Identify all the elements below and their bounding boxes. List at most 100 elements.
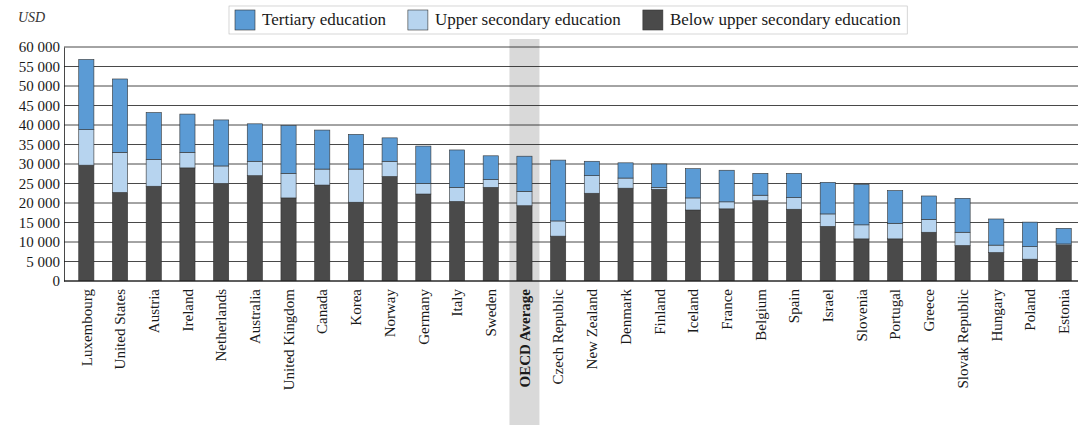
tick: Poland bbox=[1022, 289, 1038, 331]
category-label: Belgium bbox=[753, 289, 769, 341]
bar-segment bbox=[786, 209, 801, 281]
tick: OECD Average bbox=[517, 289, 533, 388]
category-label: Spain bbox=[786, 289, 802, 324]
tick: Italy bbox=[449, 289, 465, 317]
tick-label: 45 000 bbox=[19, 98, 60, 114]
category-label: Iceland bbox=[685, 289, 701, 334]
highlight-band bbox=[509, 39, 539, 425]
bar-segment bbox=[753, 201, 768, 281]
bar-segment bbox=[79, 59, 94, 129]
category-label: United States bbox=[112, 289, 128, 370]
bar-segment bbox=[685, 169, 700, 198]
tick: Slovak Republic bbox=[955, 289, 971, 389]
bar-segment bbox=[888, 239, 903, 281]
category-label: Canada bbox=[314, 289, 330, 334]
category-label: Greece bbox=[921, 289, 937, 332]
bar-segment bbox=[921, 232, 936, 281]
bar-segment bbox=[719, 202, 734, 209]
grid bbox=[64, 47, 1078, 281]
bar-segment bbox=[1056, 228, 1071, 244]
category-label: Korea bbox=[348, 289, 364, 326]
tick-label: 15 000 bbox=[19, 215, 60, 231]
bar-segment bbox=[652, 189, 667, 281]
category-label: Germany bbox=[416, 289, 432, 345]
legend-label: Upper secondary education bbox=[435, 10, 621, 29]
bar-segment bbox=[854, 239, 869, 281]
y-axis: 05 00010 00015 00020 00025 00030 00035 0… bbox=[19, 39, 65, 289]
tick: 40 000 bbox=[19, 117, 64, 133]
tick: Austria bbox=[146, 289, 162, 334]
tick-label: 50 000 bbox=[19, 78, 60, 94]
category-label: Slovak Republic bbox=[955, 289, 971, 389]
category-label: Norway bbox=[382, 289, 398, 338]
bar-segment bbox=[112, 79, 127, 152]
bar-segment bbox=[820, 226, 835, 281]
tick: United States bbox=[112, 289, 128, 370]
bar-segment bbox=[888, 223, 903, 239]
legend-label: Tertiary education bbox=[262, 10, 386, 29]
category-label: Poland bbox=[1022, 289, 1038, 331]
bar-segment bbox=[854, 225, 869, 239]
grid-line bbox=[64, 86, 1078, 87]
chart: 05 00010 00015 00020 00025 00030 00035 0… bbox=[0, 0, 1088, 429]
bar-segment bbox=[753, 195, 768, 200]
tick: Korea bbox=[348, 289, 364, 326]
bar-segment bbox=[281, 198, 296, 281]
bar-segment bbox=[214, 120, 229, 166]
tick: Israel bbox=[820, 289, 836, 322]
tick: Denmark bbox=[618, 289, 634, 345]
bar-segment bbox=[517, 206, 532, 281]
tick: 60 000 bbox=[19, 39, 64, 55]
tick: United Kingdom bbox=[281, 289, 297, 391]
bar-segment bbox=[146, 159, 161, 186]
tick: 5 000 bbox=[26, 254, 64, 270]
bar-segment bbox=[449, 187, 464, 201]
bar-segment bbox=[584, 193, 599, 281]
bar-segment bbox=[719, 170, 734, 202]
tick: Spain bbox=[786, 289, 802, 324]
tick: New Zealand bbox=[584, 289, 600, 370]
tick: Netherlands bbox=[213, 289, 229, 362]
bar-segment bbox=[517, 156, 532, 191]
bar-segment bbox=[517, 191, 532, 205]
bar-segment bbox=[180, 152, 195, 168]
legend-label: Below upper secondary education bbox=[670, 10, 901, 29]
tick: Luxembourg bbox=[79, 289, 95, 367]
bar-segment bbox=[551, 221, 566, 236]
category-label: Austria bbox=[146, 289, 162, 334]
bar-segment bbox=[382, 161, 397, 176]
bar-segment bbox=[551, 160, 566, 221]
category-label: Israel bbox=[820, 289, 836, 322]
legend-swatch bbox=[408, 10, 428, 30]
tick: Portugal bbox=[887, 289, 903, 340]
tick: Greece bbox=[921, 289, 937, 332]
bar-segment bbox=[989, 245, 1004, 252]
grid-line bbox=[64, 66, 1078, 67]
tick: Iceland bbox=[685, 289, 701, 334]
bar-segment bbox=[483, 187, 498, 281]
bar-segment bbox=[786, 173, 801, 197]
tick-label: 20 000 bbox=[19, 195, 60, 211]
tick: 55 000 bbox=[19, 59, 64, 75]
legend-item: Tertiary education bbox=[235, 10, 386, 30]
bar-segment bbox=[348, 202, 363, 281]
tick: Australia bbox=[247, 289, 263, 344]
bars bbox=[79, 59, 1072, 281]
category-label: Hungary bbox=[989, 289, 1005, 342]
tick-label: 30 000 bbox=[19, 156, 60, 172]
bar-segment bbox=[854, 184, 869, 225]
bar-segment bbox=[247, 124, 262, 161]
bar-segment bbox=[416, 184, 431, 195]
tick-label: 0 bbox=[53, 273, 61, 289]
category-label: Ireland bbox=[180, 289, 196, 332]
bar-segment bbox=[416, 146, 431, 183]
tick: 15 000 bbox=[19, 215, 64, 231]
tick: Germany bbox=[416, 289, 432, 345]
bar-segment bbox=[281, 173, 296, 198]
baseline bbox=[64, 281, 1078, 282]
bar-segment bbox=[618, 178, 633, 188]
x-axis: Luxembourg United States Austria Ireland Net… bbox=[79, 289, 1072, 391]
bar-segment bbox=[146, 113, 161, 160]
legend: Tertiary education Upper secondary educat… bbox=[229, 6, 907, 34]
bar-segment bbox=[786, 198, 801, 210]
